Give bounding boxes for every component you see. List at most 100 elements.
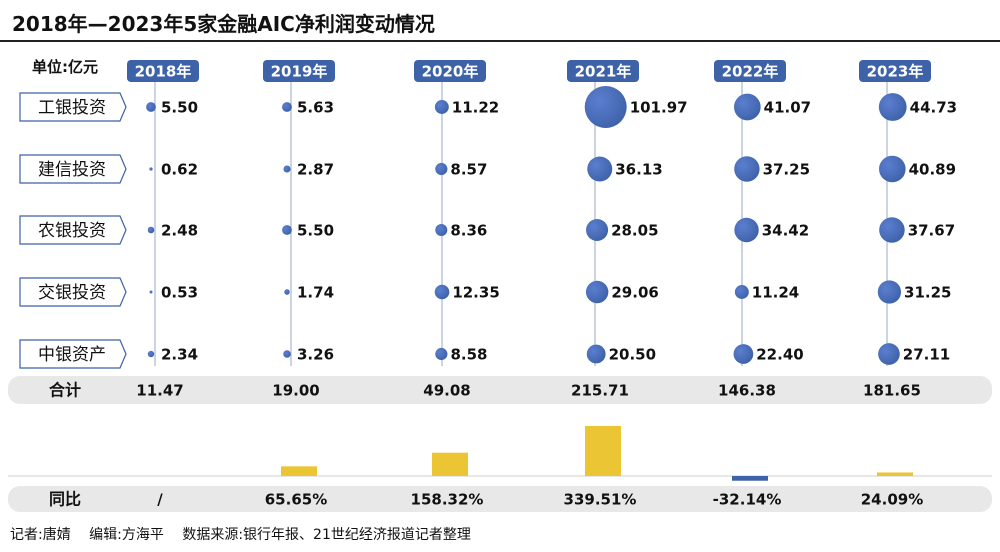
value-bubble <box>435 223 448 237</box>
year-header-label: 2020年 <box>422 63 479 81</box>
year-header-label: 2019年 <box>271 63 328 81</box>
yoy-value: / <box>157 491 163 509</box>
value-label: 0.53 <box>161 284 198 302</box>
editor-credit: 编辑:方海平 <box>89 527 164 543</box>
value-label: 44.73 <box>910 99 957 117</box>
total-value: 11.47 <box>136 382 183 400</box>
year-header-label: 2023年 <box>867 63 924 81</box>
year-header-bg <box>263 60 335 82</box>
value-bubble <box>147 350 155 358</box>
company-label-box <box>19 154 127 184</box>
value-label: 11.24 <box>752 284 799 302</box>
total-value: 181.65 <box>863 382 921 400</box>
yoy-bar <box>877 472 913 476</box>
yoy-row-label: 同比 <box>49 490 81 509</box>
total-row-band <box>8 376 992 404</box>
value-label: 101.97 <box>630 99 688 117</box>
total-value: 19.00 <box>272 382 319 400</box>
company-label-box <box>19 92 127 122</box>
year-header-bg <box>859 60 931 82</box>
value-bubble <box>435 162 448 176</box>
value-bubble <box>877 280 902 304</box>
value-label: 8.58 <box>450 346 487 364</box>
yoy-bar <box>432 452 468 476</box>
unit-label: 单位:亿元 <box>32 58 98 76</box>
value-bubble <box>283 165 291 173</box>
credits: 记者:唐婧 编辑:方海平 数据来源:银行年报、21世纪经济报道记者整理 <box>10 524 485 544</box>
source-credit: 数据来源:银行年报、21世纪经济报道记者整理 <box>182 527 471 543</box>
value-bubble <box>149 290 153 294</box>
year-header-bg <box>714 60 786 82</box>
company-label: 建信投资 <box>38 160 106 180</box>
value-label: 2.48 <box>161 222 198 240</box>
company-label: 农银投资 <box>38 221 106 241</box>
value-bubble <box>879 217 905 243</box>
value-bubble <box>147 226 155 234</box>
company-label: 工银投资 <box>38 98 106 118</box>
value-label: 11.22 <box>452 99 499 117</box>
value-label: 22.40 <box>756 346 803 364</box>
total-value: 49.08 <box>423 382 470 400</box>
value-bubble <box>734 156 760 182</box>
value-bubble <box>878 343 900 365</box>
value-label: 34.42 <box>762 222 809 240</box>
value-bubble <box>283 350 291 358</box>
value-label: 29.06 <box>611 284 658 302</box>
value-label: 37.25 <box>763 161 810 179</box>
total-row-label: 合计 <box>49 381 81 400</box>
value-bubble <box>282 225 292 235</box>
yoy-value: 24.09% <box>861 491 923 509</box>
year-header-label: 2022年 <box>722 63 779 81</box>
value-bubble <box>584 86 627 128</box>
company-label-box <box>19 277 127 307</box>
value-label: 0.62 <box>161 161 198 179</box>
yoy-bar <box>732 476 768 481</box>
value-bubble <box>878 93 907 121</box>
yoy-value: 339.51% <box>564 491 637 509</box>
yoy-row-band <box>8 486 992 512</box>
company-label: 交银投资 <box>38 283 106 303</box>
value-label: 1.74 <box>297 284 334 302</box>
value-label: 5.50 <box>161 99 198 117</box>
value-bubble <box>282 102 292 112</box>
value-label: 41.07 <box>764 99 811 117</box>
value-bubble <box>734 93 761 121</box>
value-label: 28.05 <box>611 222 658 240</box>
value-bubble <box>434 284 450 300</box>
total-value: 146.38 <box>718 382 776 400</box>
total-value: 215.71 <box>571 382 629 400</box>
chart-title: 2018年—2023年5家金融AIC净利润变动情况 <box>12 12 435 36</box>
value-bubble <box>733 344 754 364</box>
company-label: 中银资产 <box>38 345 106 365</box>
value-bubble <box>586 344 606 364</box>
value-bubble <box>734 217 759 243</box>
value-bubble <box>879 155 906 183</box>
yoy-value: 158.32% <box>411 491 484 509</box>
value-label: 5.63 <box>297 99 334 117</box>
value-label: 40.89 <box>909 161 956 179</box>
value-label: 27.11 <box>903 346 950 364</box>
value-label: 20.50 <box>609 346 656 364</box>
value-label: 2.87 <box>297 161 334 179</box>
value-bubble <box>149 167 153 171</box>
value-bubble <box>435 347 448 361</box>
company-label-box <box>19 215 127 245</box>
year-header-bg <box>127 60 199 82</box>
value-bubble <box>587 156 613 182</box>
value-label: 5.50 <box>297 222 334 240</box>
yoy-value: 65.65% <box>265 491 327 509</box>
value-bubble <box>284 289 290 295</box>
company-label-box <box>19 339 127 369</box>
year-header-bg <box>567 60 639 82</box>
title-divider <box>0 40 1000 42</box>
yoy-value: -32.14% <box>713 491 782 509</box>
value-bubble <box>585 280 609 304</box>
year-header-label: 2021年 <box>575 63 632 81</box>
year-header-bg <box>414 60 486 82</box>
yoy-bar <box>585 426 621 476</box>
value-label: 3.26 <box>297 346 334 364</box>
value-label: 37.67 <box>908 222 955 240</box>
value-label: 31.25 <box>904 284 951 302</box>
